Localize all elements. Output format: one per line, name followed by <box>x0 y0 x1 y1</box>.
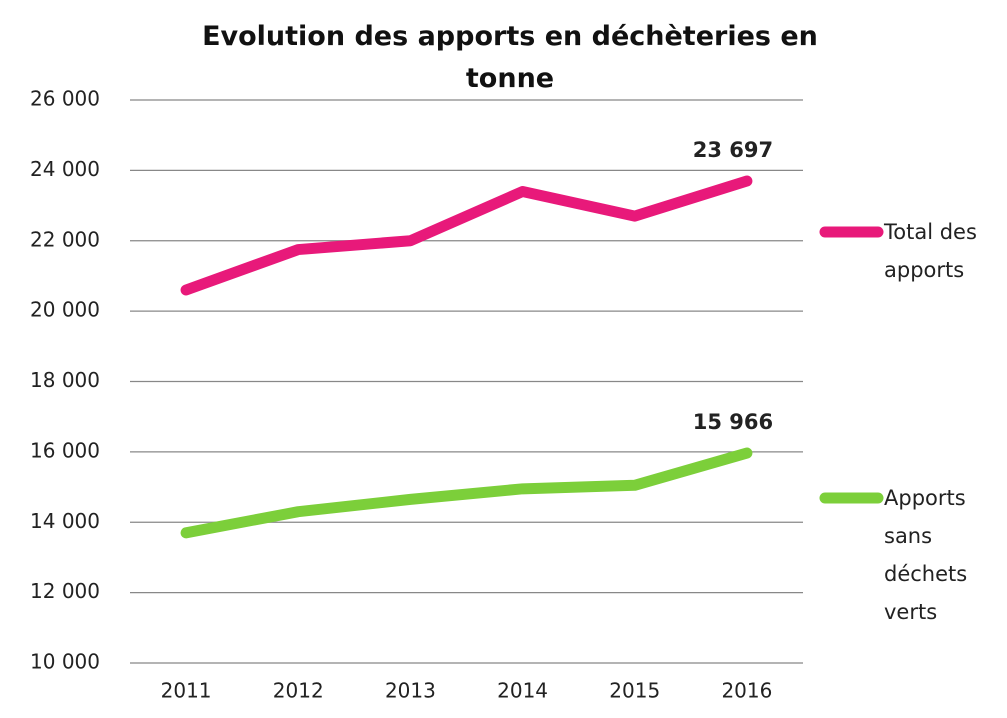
series-line <box>180 175 753 296</box>
y-tick-label: 12 000 <box>30 579 100 603</box>
y-tick-label: 14 000 <box>30 509 100 533</box>
series-line <box>180 447 753 539</box>
data-label: 15 966 <box>693 410 773 434</box>
x-tick-label: 2014 <box>497 679 548 703</box>
x-tick-label: 2015 <box>609 679 660 703</box>
x-tick-label: 2013 <box>385 679 436 703</box>
y-tick-label: 16 000 <box>30 438 100 462</box>
y-tick-label: 24 000 <box>30 157 100 181</box>
y-tick-label: 18 000 <box>30 368 100 392</box>
y-tick-label: 26 000 <box>30 87 100 111</box>
x-tick-label: 2016 <box>721 679 772 703</box>
y-tick-label: 20 000 <box>30 298 100 322</box>
x-tick-label: 2011 <box>161 679 212 703</box>
data-label: 23 697 <box>693 138 773 162</box>
x-tick-label: 2012 <box>273 679 324 703</box>
y-tick-label: 10 000 <box>30 650 100 674</box>
legend-label: Total des apports <box>884 220 977 282</box>
legend-label: Apports sans déchets verts <box>884 486 968 624</box>
y-tick-label: 22 000 <box>30 227 100 251</box>
chart-title: Evolution des apports en déchèteries en … <box>202 21 818 94</box>
